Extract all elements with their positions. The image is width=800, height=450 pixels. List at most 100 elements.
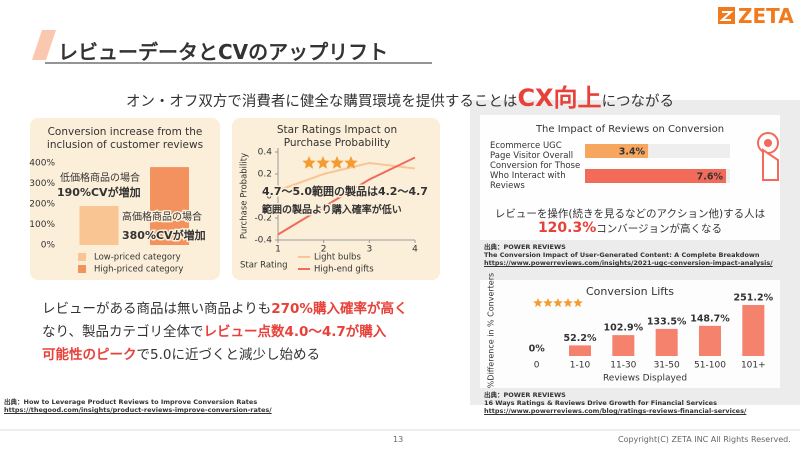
x-tick-label: 31-50 (654, 361, 680, 371)
annotation: 範囲の製品より購入確率が低い (262, 203, 402, 216)
y-tick-label: -0.2 (254, 214, 272, 224)
x-tick-label: 2 (321, 245, 327, 255)
logo: ZETA (738, 4, 794, 28)
source: 出典：POWER REVIEWS 16 Ways Ratings & Review… (484, 391, 746, 415)
star-icon (543, 298, 553, 307)
source-url: https://thegood.com/insights/product-rev… (4, 406, 272, 414)
source: 出典：POWER REVIEWS The Conversion Impact of… (484, 243, 773, 267)
star-icon (302, 156, 316, 169)
bar (585, 144, 649, 158)
y-tick-label: 300% (29, 179, 55, 189)
source-label: 出典：How to Leverage Product Reviews to Im… (4, 398, 258, 406)
x-tick-label: 101+ (741, 361, 766, 371)
source-label: 出典：POWER REVIEWS (484, 243, 566, 251)
note: レビューを操作(続きを見るなどのアクション他)する人は (494, 208, 766, 220)
category-label: Conversion for Those Who Interact with R… (490, 161, 581, 191)
data-label: 102.9% (604, 323, 644, 334)
body: なり、製品カテゴリ全体で (42, 324, 204, 340)
body-highlight: 270%購入確率が高く (271, 301, 408, 317)
lead-highlight: CX向上 (517, 84, 602, 112)
y-axis-label: %Difference in % Converters (487, 273, 496, 388)
x-tick-label: 4 (412, 245, 418, 255)
title-accent (32, 30, 56, 60)
x-tick-label: 3 (366, 245, 372, 255)
legend-label: High-end gifts (314, 265, 374, 275)
bar (742, 305, 765, 356)
y-axis-label: Purchase Probability (240, 153, 250, 239)
annotation: 高価格商品の場合 (122, 210, 202, 223)
slide-title: レビューデータとCVのアップリフト (58, 40, 389, 64)
chart-title: Star Ratings Impact on Purchase Probabil… (276, 124, 398, 149)
star-icon (344, 156, 358, 169)
data-label: 7.6% (697, 172, 724, 183)
line (277, 156, 416, 236)
source-name: The Conversion Impact of User-Generated … (484, 251, 760, 259)
line (277, 161, 416, 192)
annotation: 4.7〜5.0範囲の製品は4.2〜4.7 (262, 184, 428, 198)
legend-label: Low-priced category (94, 253, 181, 263)
y-tick-label: 0 (266, 192, 272, 202)
y-tick-label: 400% (29, 159, 55, 169)
data-label: 133.5% (647, 316, 687, 327)
page-number: 13 (393, 435, 404, 444)
legend-swatch (78, 265, 86, 273)
annotation: 低価格商品の場合 (60, 171, 140, 184)
star-icon (553, 298, 563, 307)
star-icon (573, 298, 583, 307)
source: 出典：How to Leverage Product Reviews to Im… (4, 398, 272, 414)
source-url: https://www.powerreviews.com/insights/20… (484, 259, 773, 267)
y-tick-label: 0.2 (258, 170, 272, 180)
legend-swatch (78, 253, 86, 261)
y-tick-label: 200% (29, 200, 55, 210)
star-icon (316, 156, 330, 169)
bar (585, 169, 726, 183)
x-axis-label: Reviews Displayed (603, 374, 687, 384)
x-tick-label: 1-10 (570, 361, 591, 371)
star-icon (330, 156, 344, 169)
bar (150, 167, 189, 245)
body: で5.0に近づくと減少し始める (136, 347, 320, 363)
y-tick-label: 0% (41, 241, 56, 251)
chart-title: Conversion increase from the inclusion o… (46, 126, 204, 151)
source-label: 出典：POWER REVIEWS (484, 391, 566, 399)
body-highlight: 可能性のピーク (42, 347, 137, 363)
legend-label: Light bulbs (314, 253, 361, 263)
x-axis-label: Star Rating (240, 261, 288, 271)
touch-icon (762, 148, 779, 181)
data-label: 52.2% (564, 333, 597, 344)
legend-label: High-priced category (94, 265, 183, 275)
x-tick-label: 11-30 (610, 361, 636, 371)
bar (699, 325, 721, 356)
body-text: レビューがある商品は無い商品よりも270%購入確率が高く なり、製品カテゴリ全体で… (42, 298, 462, 367)
copyright: Copyright(C) ZETA INC All Rights Reserve… (618, 435, 791, 444)
chart-title: Conversion Lifts (585, 285, 675, 298)
star-icon (563, 298, 573, 307)
lead-text: オン・オフ双方で消費者に健全な購買環境を提供することは (125, 94, 518, 110)
data-label: 148.7% (690, 313, 730, 324)
touch-icon (764, 139, 772, 147)
bar (612, 335, 635, 356)
lead-text: につながる (601, 94, 675, 110)
body-highlight: レビュー点数4.0〜4.7が購入 (203, 324, 387, 340)
logo-mark (719, 11, 734, 21)
y-tick-label: 0.4 (258, 148, 273, 158)
data-label: 251.2% (734, 293, 774, 304)
lead: オン・オフ双方で消費者に健全な購買環境を提供することはCX向上につながる (0, 78, 800, 113)
source-url: https://www.powerreviews.com/blog/rating… (484, 407, 747, 415)
bar (655, 328, 678, 356)
data-label: 3.4% (619, 147, 646, 158)
chart-title: The Impact of Reviews on Conversion (535, 124, 725, 135)
category-label: Ecommerce UGC Page Visitor Overall (490, 141, 574, 161)
note-highlight: 120.3% (537, 220, 597, 236)
source-name: 16 Ways Ratings & Reviews Drive Growth f… (484, 399, 717, 407)
y-tick-label: -0.4 (254, 236, 272, 246)
data-label: 0% (529, 344, 546, 355)
x-tick-label: 0 (534, 361, 540, 371)
annotation: 190%CVが増加 (57, 185, 141, 199)
note: 120.3%コンバージョンが高くなる (480, 220, 780, 236)
x-tick-label: 51-100 (694, 361, 726, 371)
y-tick-label: 100% (29, 220, 55, 230)
bar (569, 345, 591, 356)
